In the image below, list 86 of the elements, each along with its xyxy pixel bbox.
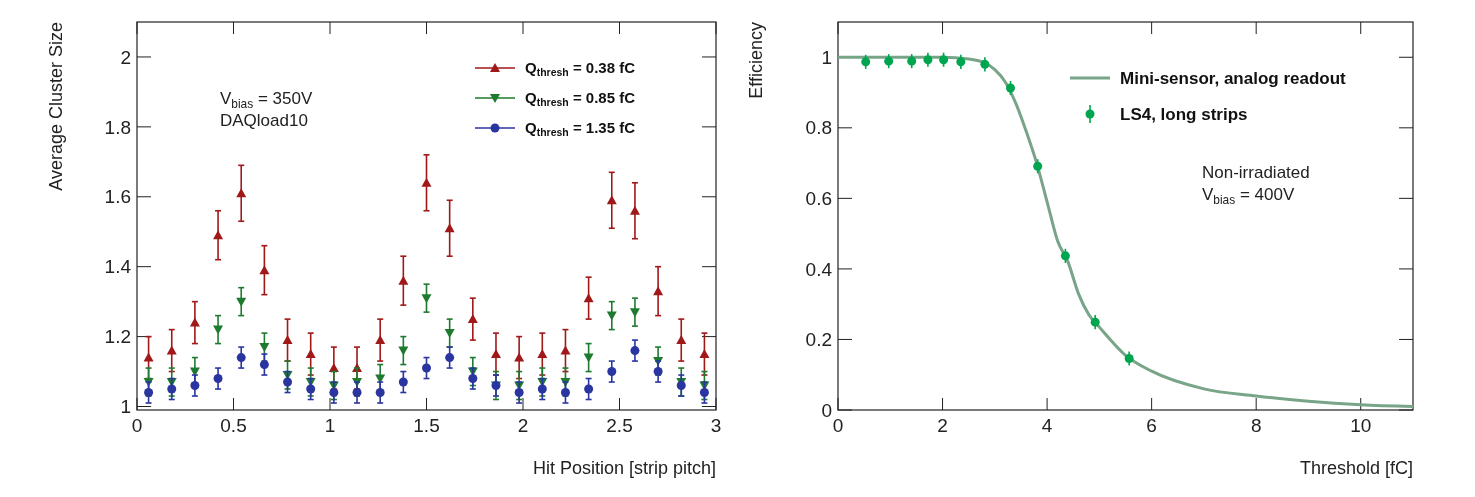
point (907, 56, 917, 66)
point (923, 55, 933, 65)
point (1060, 251, 1070, 261)
point (584, 384, 594, 394)
x-axis-title: Threshold [fC] (1299, 458, 1413, 478)
annotation: DAQload10 (220, 111, 308, 130)
x-tick-label: 1 (324, 415, 336, 436)
point (583, 353, 594, 363)
x-tick-label: 2 (517, 415, 529, 436)
point (606, 311, 617, 321)
point (1033, 161, 1043, 171)
y-tick-label: 0.6 (805, 188, 832, 210)
y-tick-label: 1 (120, 396, 131, 418)
x-tick-label: 0.5 (220, 415, 247, 436)
point (861, 57, 871, 67)
point (259, 265, 270, 275)
x-tick-label: 2.5 (606, 415, 633, 436)
point (653, 286, 664, 296)
point (398, 377, 408, 387)
point (444, 223, 455, 233)
point (630, 346, 640, 356)
point (421, 177, 432, 187)
point (980, 59, 990, 69)
point (143, 352, 154, 362)
legend-label: Q$_{thresh}$ = 0.85 fC (525, 89, 636, 109)
y-tick-label: 0 (821, 399, 832, 421)
annotation: V$_{bias}$ = 350V (220, 89, 313, 111)
point (514, 352, 525, 362)
point (490, 349, 501, 359)
y-tick-label: 2 (120, 46, 131, 68)
y-tick-label: 1 (821, 46, 832, 68)
x-tick-label: 6 (1146, 415, 1157, 436)
x-tick-label: 2 (937, 415, 948, 436)
x-tick-label: 3 (710, 415, 722, 436)
line-series (836, 55, 1415, 408)
point (629, 205, 640, 215)
point (607, 367, 617, 377)
point (1124, 354, 1134, 363)
point (190, 381, 200, 391)
y-tick-label: 0.8 (805, 117, 832, 139)
point (629, 308, 640, 318)
point (213, 374, 223, 384)
x-tick-label: 1.5 (413, 415, 440, 436)
y-tick-label: 0.4 (805, 258, 833, 280)
point (282, 335, 293, 345)
point (375, 335, 386, 345)
legend-label: LS4, long strips (1120, 104, 1248, 124)
point (422, 363, 431, 373)
point (398, 275, 409, 285)
annotation: V$_{bias}$ = 400V (1202, 185, 1295, 207)
point (166, 345, 177, 355)
point (189, 317, 200, 327)
point (606, 195, 617, 205)
point (305, 349, 316, 359)
legend-label: Q$_{thresh}$ = 1.35 fC (525, 119, 636, 139)
point (583, 293, 594, 303)
legend-label: Mini-sensor, analog readout (1120, 68, 1347, 88)
y-tick-label: 1.4 (104, 256, 132, 278)
point (213, 325, 224, 335)
y-axis-title: Average Cluster Size (46, 22, 66, 191)
point (236, 188, 247, 198)
y-tick-label: 0.2 (805, 329, 832, 351)
point (537, 349, 548, 359)
point (1090, 317, 1100, 327)
y-tick-label: 1.2 (104, 326, 131, 348)
x-tick-label: 4 (1041, 415, 1053, 436)
point (236, 353, 246, 363)
point (560, 345, 571, 355)
annotation: Non-irradiated (1202, 163, 1310, 182)
x-tick-label: 8 (1250, 415, 1262, 436)
point (445, 353, 455, 363)
point (236, 297, 247, 307)
point (213, 230, 224, 240)
x-tick-label: 10 (1350, 415, 1372, 436)
point (467, 314, 478, 324)
point (676, 335, 687, 345)
point (699, 349, 710, 359)
y-tick-label: 1.8 (104, 116, 131, 138)
legend-label: Q$_{thresh}$ = 0.38 fC (525, 59, 636, 79)
y-axis-title: Efficiency (746, 22, 766, 99)
point (375, 388, 385, 398)
y-tick-label: 1.6 (104, 186, 131, 208)
point (884, 56, 894, 66)
x-axis-title: Hit Position [strip pitch] (532, 458, 716, 478)
point (956, 57, 966, 67)
point (939, 55, 949, 65)
